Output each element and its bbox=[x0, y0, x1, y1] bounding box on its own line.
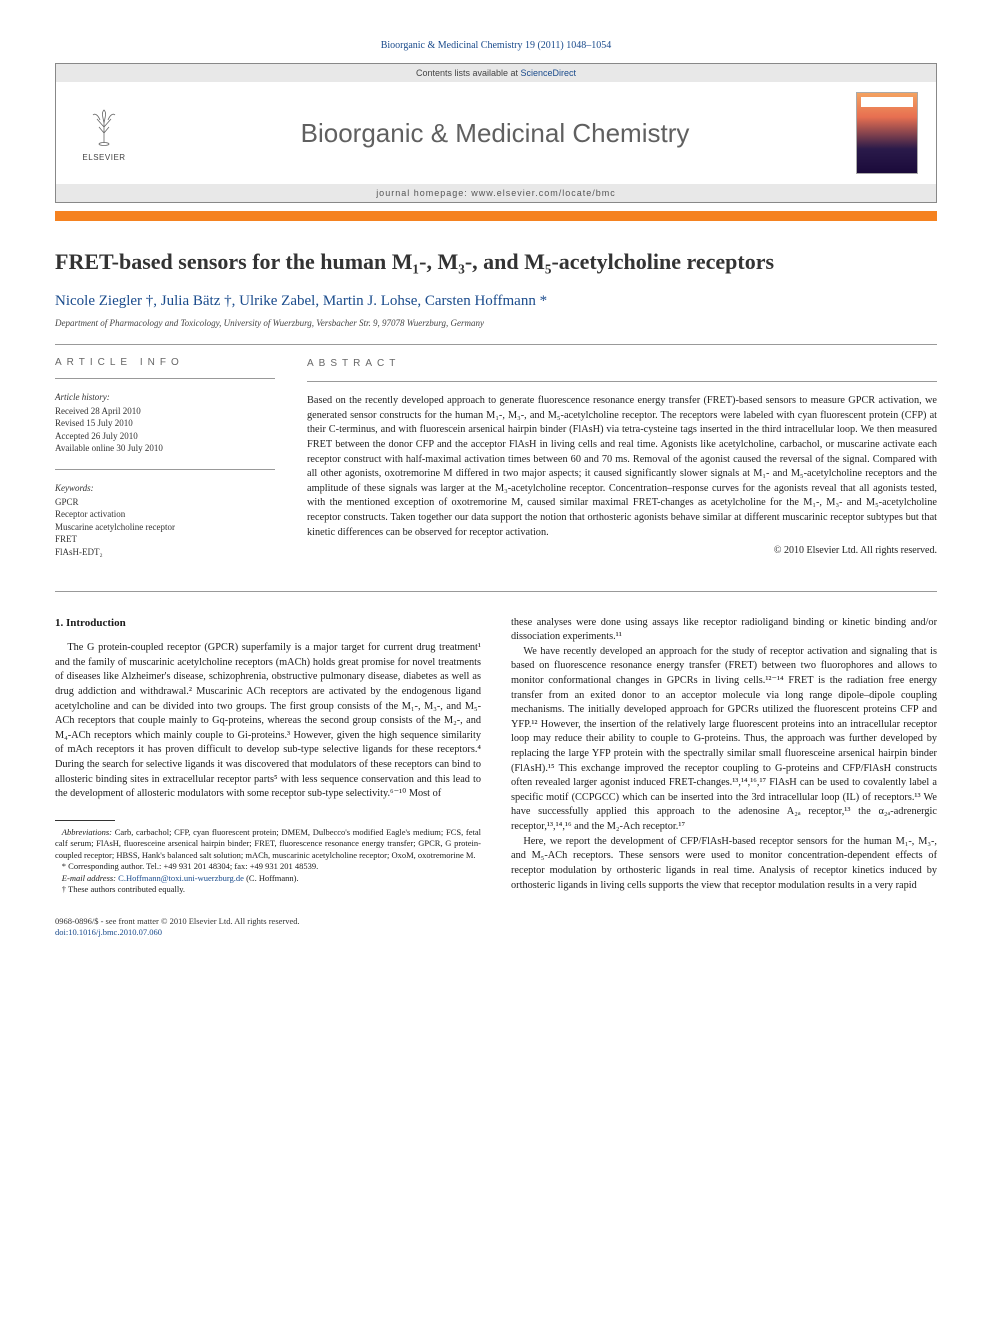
info-divider bbox=[55, 469, 275, 470]
abbrev-text: Carb, carbachol; CFP, cyan fluorescent p… bbox=[55, 827, 481, 860]
journal-reference: Bioorganic & Medicinal Chemistry 19 (201… bbox=[55, 40, 937, 51]
email-footnote: E-mail address: C.Hoffmann@toxi.uni-wuer… bbox=[55, 873, 481, 884]
header-top-band: Contents lists available at ScienceDirec… bbox=[56, 64, 936, 82]
journal-header: Contents lists available at ScienceDirec… bbox=[55, 63, 937, 203]
page-footer: 0968-0896/$ - see front matter © 2010 El… bbox=[55, 916, 481, 939]
author-link[interactable]: Nicole Ziegler †, Julia Bätz †, Ulrike Z… bbox=[55, 293, 547, 309]
corresponding-author-footnote: * Corresponding author. Tel.: +49 931 20… bbox=[55, 861, 481, 872]
divider-line bbox=[55, 591, 937, 592]
info-abstract-row: ARTICLE INFO Article history: Received 2… bbox=[55, 357, 937, 573]
elsevier-logo: ELSEVIER bbox=[74, 105, 134, 162]
contents-text: Contents lists available at bbox=[416, 68, 521, 78]
equal-contribution-footnote: † These authors contributed equally. bbox=[55, 884, 481, 895]
abstract-text: Based on the recently developed approach… bbox=[307, 394, 937, 540]
affiliation: Department of Pharmacology and Toxicolog… bbox=[55, 318, 937, 328]
header-middle-row: ELSEVIER Bioorganic & Medicinal Chemistr… bbox=[56, 82, 936, 184]
journal-ref-link[interactable]: Bioorganic & Medicinal Chemistry 19 (201… bbox=[381, 40, 612, 51]
sciencedirect-link[interactable]: ScienceDirect bbox=[521, 68, 577, 78]
footnotes-block: Abbreviations: Carb, carbachol; CFP, cya… bbox=[55, 827, 481, 896]
abbreviations-footnote: Abbreviations: Carb, carbachol; CFP, cya… bbox=[55, 827, 481, 861]
email-label: E-mail address: bbox=[62, 873, 118, 883]
article-title: FRET-based sensors for the human M₁-, M₃… bbox=[55, 249, 937, 275]
doi-link[interactable]: doi:10.1016/j.bmc.2010.07.060 bbox=[55, 927, 162, 937]
email-suffix: (C. Hoffmann). bbox=[244, 873, 299, 883]
history-item: Accepted 26 July 2010 bbox=[55, 430, 275, 443]
article-history-block: Article history: Received 28 April 2010 … bbox=[55, 391, 275, 455]
history-item: Received 28 April 2010 bbox=[55, 405, 275, 418]
keyword-item: FRET bbox=[55, 533, 275, 546]
body-paragraph: these analyses were done using assays li… bbox=[511, 616, 937, 645]
body-paragraph: Here, we report the development of CFP/F… bbox=[511, 835, 937, 893]
history-item: Available online 30 July 2010 bbox=[55, 442, 275, 455]
right-column: these analyses were done using assays li… bbox=[511, 616, 937, 939]
divider-line bbox=[55, 344, 937, 345]
header-bottom-band: journal homepage: www.elsevier.com/locat… bbox=[56, 184, 936, 202]
body-paragraph: We have recently developed an approach f… bbox=[511, 645, 937, 835]
abstract-divider bbox=[307, 381, 937, 382]
body-two-columns: 1. Introduction The G protein-coupled re… bbox=[55, 616, 937, 939]
section-1-heading: 1. Introduction bbox=[55, 616, 481, 632]
left-column: 1. Introduction The G protein-coupled re… bbox=[55, 616, 481, 939]
keyword-item: FlAsH-EDT₂ bbox=[55, 546, 275, 559]
footnote-rule bbox=[55, 820, 115, 821]
body-paragraph: The G protein-coupled receptor (GPCR) su… bbox=[55, 641, 481, 802]
abbrev-label: Abbreviations: bbox=[62, 827, 112, 837]
abstract-column: ABSTRACT Based on the recently developed… bbox=[307, 357, 937, 573]
info-divider bbox=[55, 378, 275, 379]
elsevier-tree-icon bbox=[74, 105, 134, 153]
article-info-heading: ARTICLE INFO bbox=[55, 357, 275, 368]
footer-frontmatter: 0968-0896/$ - see front matter © 2010 El… bbox=[55, 916, 481, 927]
article-info-column: ARTICLE INFO Article history: Received 2… bbox=[55, 357, 275, 573]
keyword-item: GPCR bbox=[55, 496, 275, 509]
footer-doi: doi:10.1016/j.bmc.2010.07.060 bbox=[55, 927, 481, 938]
authors-line: Nicole Ziegler †, Julia Bätz †, Ulrike Z… bbox=[55, 293, 937, 310]
journal-name: Bioorganic & Medicinal Chemistry bbox=[134, 118, 856, 149]
keyword-item: Receptor activation bbox=[55, 508, 275, 521]
history-item: Revised 15 July 2010 bbox=[55, 417, 275, 430]
page-container: Bioorganic & Medicinal Chemistry 19 (201… bbox=[0, 0, 992, 969]
keyword-item: Muscarine acetylcholine receptor bbox=[55, 521, 275, 534]
keywords-block: Keywords: GPCR Receptor activation Musca… bbox=[55, 482, 275, 559]
abstract-heading: ABSTRACT bbox=[307, 357, 937, 371]
orange-divider-bar bbox=[55, 211, 937, 221]
journal-cover-thumbnail bbox=[856, 92, 918, 174]
email-link[interactable]: C.Hoffmann@toxi.uni-wuerzburg.de bbox=[118, 873, 244, 883]
abstract-copyright: © 2010 Elsevier Ltd. All rights reserved… bbox=[307, 544, 937, 558]
elsevier-label: ELSEVIER bbox=[74, 153, 134, 162]
history-label: Article history: bbox=[55, 391, 275, 404]
keywords-label: Keywords: bbox=[55, 482, 275, 495]
